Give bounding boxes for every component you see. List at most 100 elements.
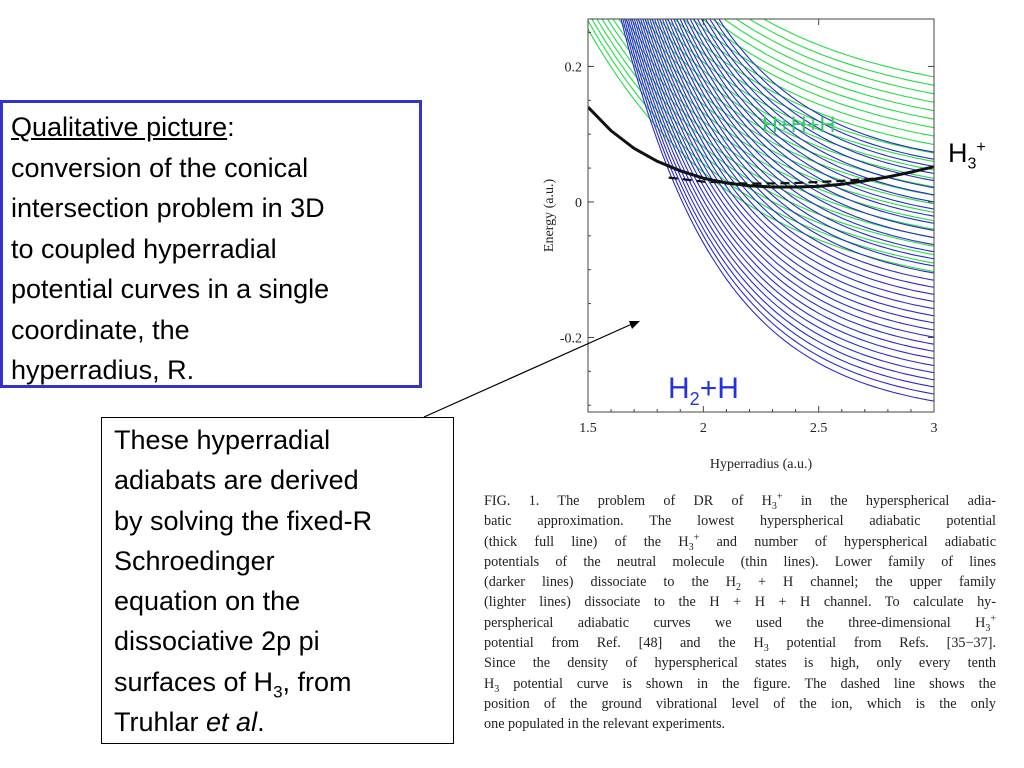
- label-h2-plus-h: H2+H: [668, 372, 739, 409]
- box2-line: adiabats are derived: [114, 465, 359, 496]
- box2-l8-em: et al: [206, 707, 258, 738]
- blue-adiabat-curve: [686, 19, 934, 210]
- hyperradial-adiabats-box: These hyperradial adiabats are derived b…: [101, 417, 454, 744]
- green-adiabat-curve: [657, 19, 934, 163]
- blue-adiabat-curve: [664, 19, 934, 260]
- caption-line: batic approximation. The lowest hypersph…: [484, 513, 996, 530]
- green-adiabat-curve: [650, 19, 934, 171]
- qualitative-picture-box: Qualitative picture: conversion of the c…: [0, 100, 422, 388]
- box1-line: conversion of the conical: [11, 152, 309, 183]
- caption-line: H3 potential curve is shown in the figur…: [484, 674, 996, 694]
- caption-sup: +: [693, 531, 700, 543]
- x-tick-label: 2.5: [810, 421, 828, 436]
- box2-line-truhlar: Truhlar et al.: [114, 702, 449, 742]
- blue-adiabat-curve: [676, 19, 934, 231]
- blue-adiabat-curve: [622, 19, 934, 395]
- h2h-sub: 2: [689, 389, 700, 409]
- curves-group: [588, 19, 934, 402]
- h2h-base: H: [668, 372, 690, 405]
- green-adiabat-curve: [723, 19, 934, 103]
- blue-adiabat-curve: [673, 19, 934, 239]
- green-adiabat-curve: [748, 19, 934, 86]
- box1-colon: :: [227, 112, 235, 142]
- caption-text: (darker lines) dissociate to the H: [484, 574, 737, 591]
- h3-plus-thick-line: [588, 106, 934, 189]
- blue-adiabat-curve: [624, 19, 934, 388]
- pointer-arrow: [423, 323, 633, 418]
- blue-adiabat-curve: [656, 19, 934, 281]
- y-tick-label: 0.2: [565, 60, 583, 75]
- caption-text: in the hyperspherical adia-: [782, 493, 996, 509]
- caption-text: + H channel; the upper family: [741, 574, 996, 591]
- box1-line: hyperradius, R.: [11, 355, 195, 385]
- blue-adiabat-curve: [644, 19, 934, 317]
- caption-text: potential from Refs. [35−37].: [768, 635, 996, 652]
- blue-adiabat-curve: [629, 19, 934, 367]
- blue-adiabat-curve: [651, 19, 934, 295]
- caption-text: (thick full line) of the H: [484, 533, 689, 550]
- box2-line: dissociative 2p pi: [114, 626, 320, 657]
- caption-line: perspherical adiabatic curves we used th…: [484, 613, 996, 634]
- blue-adiabat-curve: [654, 19, 934, 288]
- y-tick-label: -0.2: [560, 331, 582, 346]
- caption-text: potential from Ref. [48] and the H: [484, 635, 764, 652]
- blue-adiabat-curve: [670, 19, 934, 246]
- blue-adiabat-curve: [696, 19, 934, 189]
- caption-line: Since the density of hyperspherical stat…: [484, 655, 996, 672]
- green-adiabat-curve: [701, 19, 934, 120]
- caption-text: FIG. 1. The problem of DR of H: [484, 493, 772, 509]
- caption-line: (darker lines) dissociate to the H2 + H …: [484, 572, 996, 592]
- caption-line: potentials of the neutral molecule (thin…: [484, 553, 996, 570]
- x-axis-label: Hyperradius (a.u.): [710, 457, 813, 472]
- x-tick-label: 2: [700, 421, 707, 436]
- caption-sub: 3: [494, 683, 500, 695]
- blue-adiabat-curve: [667, 19, 934, 253]
- box2-l7-sub: 3: [273, 682, 283, 702]
- blue-adiabat-curve: [631, 19, 934, 359]
- blue-adiabat-curve: [633, 19, 934, 352]
- x-tick-label: 1.5: [579, 421, 597, 436]
- h3-base: H: [948, 138, 968, 168]
- box2-line-h3: surfaces of H3, from: [114, 662, 449, 702]
- green-adiabat-curve: [712, 19, 934, 112]
- pointer-arrowhead: [629, 321, 640, 329]
- blue-adiabat-curve: [693, 19, 934, 196]
- green-adiabat-curve: [682, 19, 934, 137]
- y-tick-label: 0: [575, 196, 582, 211]
- blue-adiabat-curve: [679, 19, 934, 224]
- caption-sup: +: [990, 613, 996, 625]
- box2-l7-pre: surfaces of H: [114, 666, 274, 697]
- blue-adiabat-curve: [625, 19, 934, 381]
- caption-text: potential curve is shown in the figure. …: [499, 675, 996, 692]
- h3-sub: 3: [967, 155, 977, 173]
- green-adiabat-curve: [665, 19, 934, 154]
- blue-adiabat-curve: [718, 19, 934, 153]
- green-adiabat-curve: [588, 28, 934, 273]
- h3-sup: +: [976, 139, 986, 156]
- label-h3-plus: H3+: [948, 138, 986, 173]
- blue-adiabat-curve: [620, 19, 934, 402]
- blue-adiabat-curve: [682, 19, 934, 217]
- box1-line: intersection problem in 3D: [11, 193, 325, 223]
- box1-title: Qualitative picture: [11, 112, 228, 142]
- green-adiabat-curve: [624, 19, 934, 205]
- blue-adiabat-curve: [709, 19, 934, 167]
- green-adiabat-curve: [591, 19, 934, 256]
- blue-adiabat-curve: [640, 19, 934, 331]
- blue-adiabat-curve: [637, 19, 934, 338]
- box1-line: coordinate, the: [11, 314, 190, 345]
- green-adiabat-curve: [601, 19, 934, 239]
- axes-group: 1.5 2 2.5 3 -0.2 0 0.2 Hyperradius (a.u.) Energy…: [542, 19, 938, 472]
- caption-text: perspherical adiabatic curves we used th…: [484, 614, 986, 631]
- caption-sub: 3: [985, 622, 991, 634]
- caption-text: and number of hyperspherical adiabatic: [699, 533, 997, 550]
- caption-line: FIG. 1. The problem of DR of H3+ in the …: [484, 491, 996, 512]
- h2h-post: +H: [699, 372, 739, 405]
- box1-line: potential curves in a single: [11, 274, 330, 304]
- box1-line: to coupled hyperradial: [11, 233, 277, 264]
- label-hhh: H+H+H: [762, 112, 836, 137]
- blue-adiabat-curve: [642, 19, 934, 324]
- box2-line: equation on the: [114, 586, 301, 617]
- caption-line: one populated in the relevant experiment…: [484, 716, 726, 733]
